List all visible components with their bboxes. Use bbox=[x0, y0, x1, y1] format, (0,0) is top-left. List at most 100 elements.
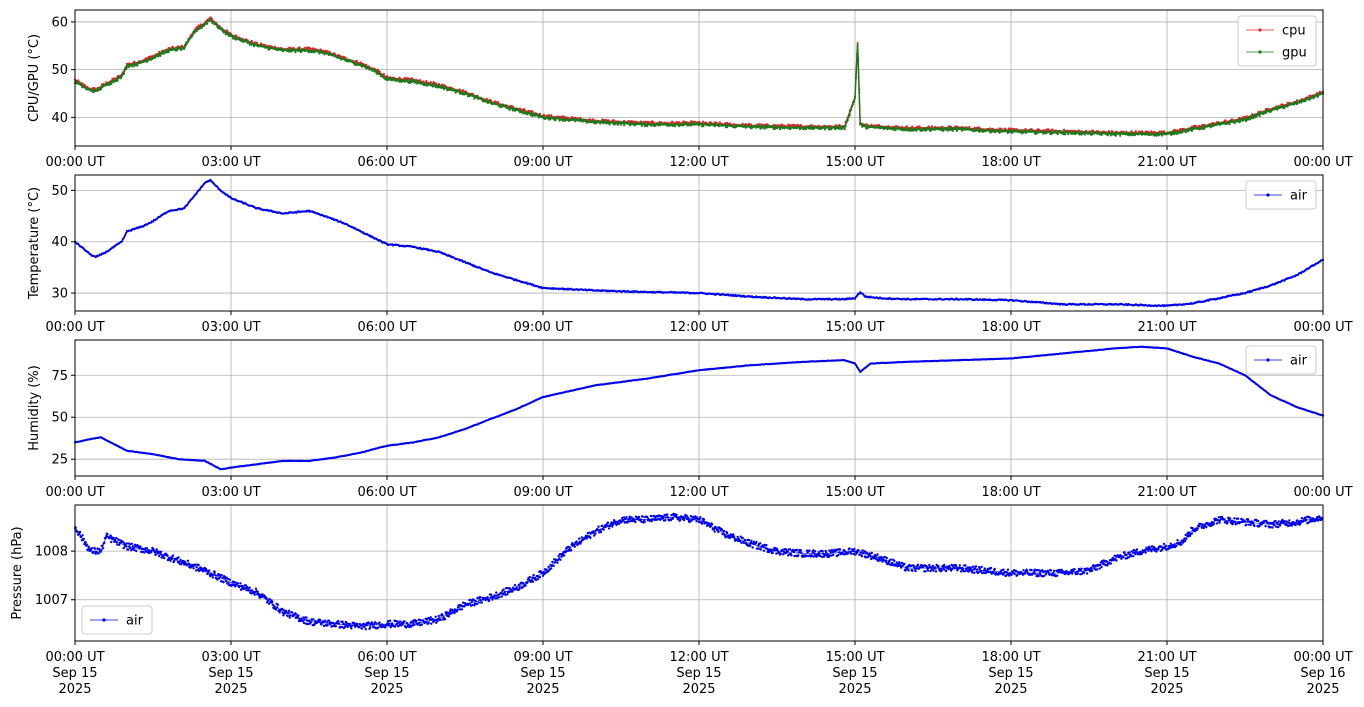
data-point-gpu bbox=[712, 123, 715, 126]
data-point-cpu bbox=[489, 99, 493, 102]
data-point-gpu bbox=[97, 87, 100, 90]
data-point-gpu bbox=[200, 26, 203, 29]
data-point-gpu bbox=[157, 55, 160, 58]
data-point-gpu bbox=[372, 68, 375, 71]
data-point-gpu bbox=[230, 34, 234, 37]
data-point-gpu bbox=[688, 122, 691, 125]
data-point-gpu bbox=[602, 122, 605, 125]
data-point-gpu bbox=[164, 51, 167, 54]
data-point-gpu bbox=[437, 84, 441, 87]
data-point-gpu bbox=[1038, 131, 1041, 134]
data-point-cpu bbox=[623, 119, 626, 122]
data-point-cpu bbox=[378, 70, 381, 73]
data-point-gpu bbox=[754, 124, 757, 127]
legend-label-cpu: cpu bbox=[1282, 24, 1306, 39]
data-point-gpu bbox=[762, 124, 765, 127]
data-point-gpu bbox=[1053, 129, 1056, 133]
legend-marker-gpu bbox=[1258, 50, 1262, 54]
data-point-cpu bbox=[811, 124, 814, 127]
data-point-gpu bbox=[512, 107, 516, 110]
data-point-gpu bbox=[360, 65, 364, 68]
data-point-gpu bbox=[562, 116, 565, 120]
data-point-gpu bbox=[864, 124, 867, 127]
data-point-gpu bbox=[950, 126, 953, 129]
data-point-cpu bbox=[781, 123, 784, 126]
data-point-gpu bbox=[682, 124, 685, 127]
data-point-gpu bbox=[759, 127, 762, 130]
data-point-cpu bbox=[365, 63, 368, 66]
data-point-gpu bbox=[100, 86, 104, 89]
data-point-gpu bbox=[1238, 120, 1241, 124]
data-point-gpu bbox=[909, 126, 912, 130]
data-point-cpu bbox=[887, 125, 890, 128]
data-point-cpu bbox=[989, 127, 992, 130]
data-point-cpu bbox=[635, 120, 638, 123]
data-point-gpu bbox=[697, 124, 701, 127]
x-tick-label: 18:00 UT bbox=[981, 320, 1040, 335]
data-point-gpu bbox=[596, 121, 599, 124]
data-point-gpu bbox=[823, 128, 826, 131]
data-point-cpu bbox=[355, 59, 358, 62]
x-tick-label: 06:00 UT bbox=[357, 155, 416, 170]
data-point-air bbox=[124, 231, 128, 235]
data-point-gpu bbox=[598, 120, 601, 123]
data-point-gpu bbox=[1311, 94, 1314, 97]
data-point-gpu bbox=[367, 65, 370, 68]
data-point-gpu bbox=[202, 24, 206, 27]
data-point-gpu bbox=[1020, 130, 1023, 133]
data-point-gpu bbox=[856, 53, 859, 56]
data-point-gpu bbox=[395, 79, 398, 83]
data-point-gpu bbox=[233, 35, 236, 38]
x-tick-label: 00:00 UT bbox=[45, 320, 104, 335]
data-point-gpu bbox=[561, 119, 564, 122]
data-point-gpu bbox=[1124, 133, 1127, 136]
data-point-gpu bbox=[426, 84, 429, 87]
data-point-air bbox=[195, 192, 198, 195]
data-point-air bbox=[858, 369, 861, 372]
data-point-gpu bbox=[949, 128, 952, 131]
x-tick-label: 15:00 UT bbox=[825, 485, 884, 500]
data-point-gpu bbox=[942, 129, 945, 132]
data-point-gpu bbox=[122, 72, 125, 75]
x-tick-label: 21:00 UT bbox=[1137, 320, 1196, 335]
data-point-gpu bbox=[1083, 133, 1086, 136]
x-tick-label: 12:00 UT bbox=[669, 485, 728, 500]
data-point-gpu bbox=[385, 77, 389, 80]
series-markers-gpu bbox=[73, 18, 1325, 137]
data-point-air bbox=[78, 530, 82, 534]
data-point-gpu bbox=[522, 112, 525, 115]
data-point-gpu bbox=[373, 70, 376, 73]
x-tick-label: 18:00 UT bbox=[981, 485, 1040, 500]
data-point-gpu bbox=[630, 121, 633, 124]
data-point-gpu bbox=[1249, 118, 1252, 121]
data-point-gpu bbox=[526, 113, 529, 116]
series-markers-air bbox=[73, 512, 1324, 631]
data-point-gpu bbox=[1286, 105, 1289, 108]
data-point-gpu bbox=[882, 126, 885, 129]
data-point-cpu bbox=[571, 116, 574, 119]
data-point-gpu bbox=[1190, 129, 1194, 132]
data-point-gpu bbox=[1189, 127, 1192, 130]
data-point-gpu bbox=[951, 129, 954, 132]
data-point-gpu bbox=[1227, 121, 1230, 124]
data-point-gpu bbox=[805, 127, 808, 131]
data-point-gpu bbox=[1170, 133, 1173, 136]
data-point-gpu bbox=[1118, 131, 1121, 134]
data-point-gpu bbox=[840, 128, 843, 131]
data-point-cpu bbox=[744, 123, 747, 126]
data-point-gpu bbox=[809, 125, 812, 128]
data-point-gpu bbox=[345, 60, 348, 63]
data-point-air bbox=[122, 236, 125, 239]
data-point-gpu bbox=[183, 47, 186, 51]
data-point-gpu bbox=[300, 50, 303, 53]
data-point-gpu bbox=[1294, 100, 1298, 104]
data-point-gpu bbox=[778, 126, 781, 129]
data-point-gpu bbox=[178, 47, 182, 50]
x-tick-label: 00:00 UT bbox=[1293, 155, 1352, 170]
data-point-gpu bbox=[131, 65, 134, 68]
x-tick-label: 06:00 UT bbox=[357, 320, 416, 335]
data-point-air bbox=[84, 541, 87, 544]
data-point-cpu bbox=[461, 89, 464, 92]
data-point-cpu bbox=[835, 124, 838, 127]
